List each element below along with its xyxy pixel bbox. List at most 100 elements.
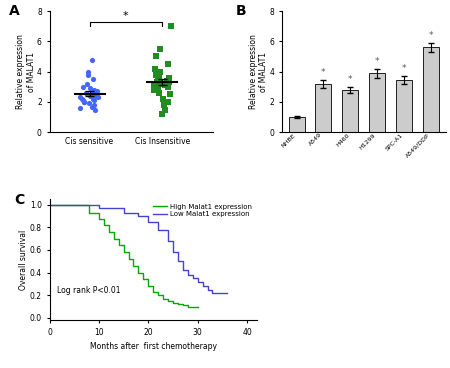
Point — [94, 95, 102, 100]
Low Malat1 expression — [146, 219, 151, 224]
Text: A: A — [9, 4, 19, 18]
Text: *: * — [428, 31, 433, 40]
Bar — [396, 80, 412, 132]
Low Malat1 expression — [180, 259, 185, 263]
Text: *: * — [321, 68, 326, 77]
Low Malat1 expression — [155, 219, 161, 224]
Point — [159, 111, 166, 117]
Point — [92, 93, 99, 99]
Point — [155, 90, 162, 96]
Text: Log rank P<0.01: Log rank P<0.01 — [57, 286, 121, 295]
Y-axis label: Relative expression
of MALAT1: Relative expression of MALAT1 — [16, 34, 36, 109]
Bar — [423, 47, 439, 132]
Low Malat1 expression — [170, 238, 176, 243]
Point — [91, 107, 98, 113]
Low Malat1 expression — [210, 287, 215, 292]
High Malat1 expression — [160, 297, 166, 301]
Point — [151, 87, 158, 93]
Point — [79, 84, 86, 90]
Low Malat1 expression — [121, 210, 126, 215]
Low Malat1 expression — [170, 250, 176, 254]
Point — [84, 81, 91, 87]
High Malat1 expression — [155, 290, 161, 294]
Low Malat1 expression — [180, 268, 185, 273]
High Malat1 expression — [185, 304, 190, 309]
Point — [156, 78, 163, 84]
Point — [90, 87, 97, 93]
Point — [152, 54, 159, 60]
Low Malat1 expression — [225, 291, 230, 295]
High Malat1 expression — [111, 230, 117, 234]
Low Malat1 expression — [136, 214, 141, 218]
Text: *: * — [123, 11, 129, 21]
Low Malat1 expression — [205, 287, 210, 292]
Point — [165, 81, 172, 87]
Low Malat1 expression — [215, 291, 220, 295]
Bar — [315, 84, 332, 132]
Line: Low Malat1 expression: Low Malat1 expression — [50, 205, 227, 293]
Low Malat1 expression — [190, 273, 195, 277]
Point — [155, 73, 162, 79]
Line: High Malat1 expression: High Malat1 expression — [50, 205, 198, 307]
Text: *: * — [402, 64, 406, 74]
Low Malat1 expression — [200, 279, 205, 284]
Point — [161, 102, 168, 108]
Y-axis label: Overall survival: Overall survival — [19, 229, 28, 290]
Text: C: C — [14, 193, 24, 207]
Point — [152, 72, 159, 78]
Point — [80, 98, 87, 103]
Low Malat1 expression — [146, 214, 151, 218]
Low Malat1 expression — [215, 291, 220, 295]
Point — [88, 91, 95, 97]
Low Malat1 expression — [195, 276, 200, 280]
Low Malat1 expression — [165, 238, 171, 243]
Point — [77, 105, 84, 111]
Low Malat1 expression — [72, 202, 77, 207]
Point — [90, 96, 97, 102]
Point — [159, 96, 166, 102]
Point — [155, 76, 162, 82]
X-axis label: Months after  first chemotherapy: Months after first chemotherapy — [90, 342, 217, 351]
Point — [82, 90, 89, 96]
Y-axis label: Relative expression
of MALAT1: Relative expression of MALAT1 — [248, 34, 268, 109]
Point — [153, 79, 160, 85]
Point — [86, 93, 93, 99]
Text: *: * — [348, 75, 352, 84]
Low Malat1 expression — [96, 202, 102, 207]
High Malat1 expression — [101, 217, 107, 222]
Low Malat1 expression — [96, 206, 102, 210]
Low Malat1 expression — [121, 206, 126, 210]
Point — [162, 107, 169, 113]
Low Malat1 expression — [190, 276, 195, 280]
Point — [81, 99, 88, 105]
Low Malat1 expression — [220, 291, 225, 295]
Point — [91, 98, 98, 103]
Text: B: B — [236, 4, 247, 18]
Low Malat1 expression — [47, 202, 52, 207]
Point — [76, 95, 84, 100]
Low Malat1 expression — [136, 210, 141, 215]
Low Malat1 expression — [175, 250, 180, 254]
Point — [85, 72, 92, 78]
Low Malat1 expression — [200, 284, 205, 289]
Point — [150, 82, 157, 88]
Low Malat1 expression — [72, 202, 77, 207]
Low Malat1 expression — [155, 227, 161, 232]
Point — [94, 88, 101, 94]
Point — [155, 85, 162, 91]
Point — [89, 103, 96, 109]
High Malat1 expression — [195, 304, 200, 309]
Point — [164, 99, 171, 105]
High Malat1 expression — [195, 304, 200, 309]
Point — [78, 96, 86, 102]
Point — [161, 82, 168, 88]
Point — [157, 46, 164, 52]
Point — [90, 91, 97, 97]
Point — [87, 85, 94, 91]
Point — [165, 84, 172, 90]
Low Malat1 expression — [185, 268, 190, 273]
Low Malat1 expression — [195, 279, 200, 284]
Low Malat1 expression — [165, 227, 171, 232]
Low Malat1 expression — [220, 291, 225, 295]
Point — [80, 99, 87, 105]
